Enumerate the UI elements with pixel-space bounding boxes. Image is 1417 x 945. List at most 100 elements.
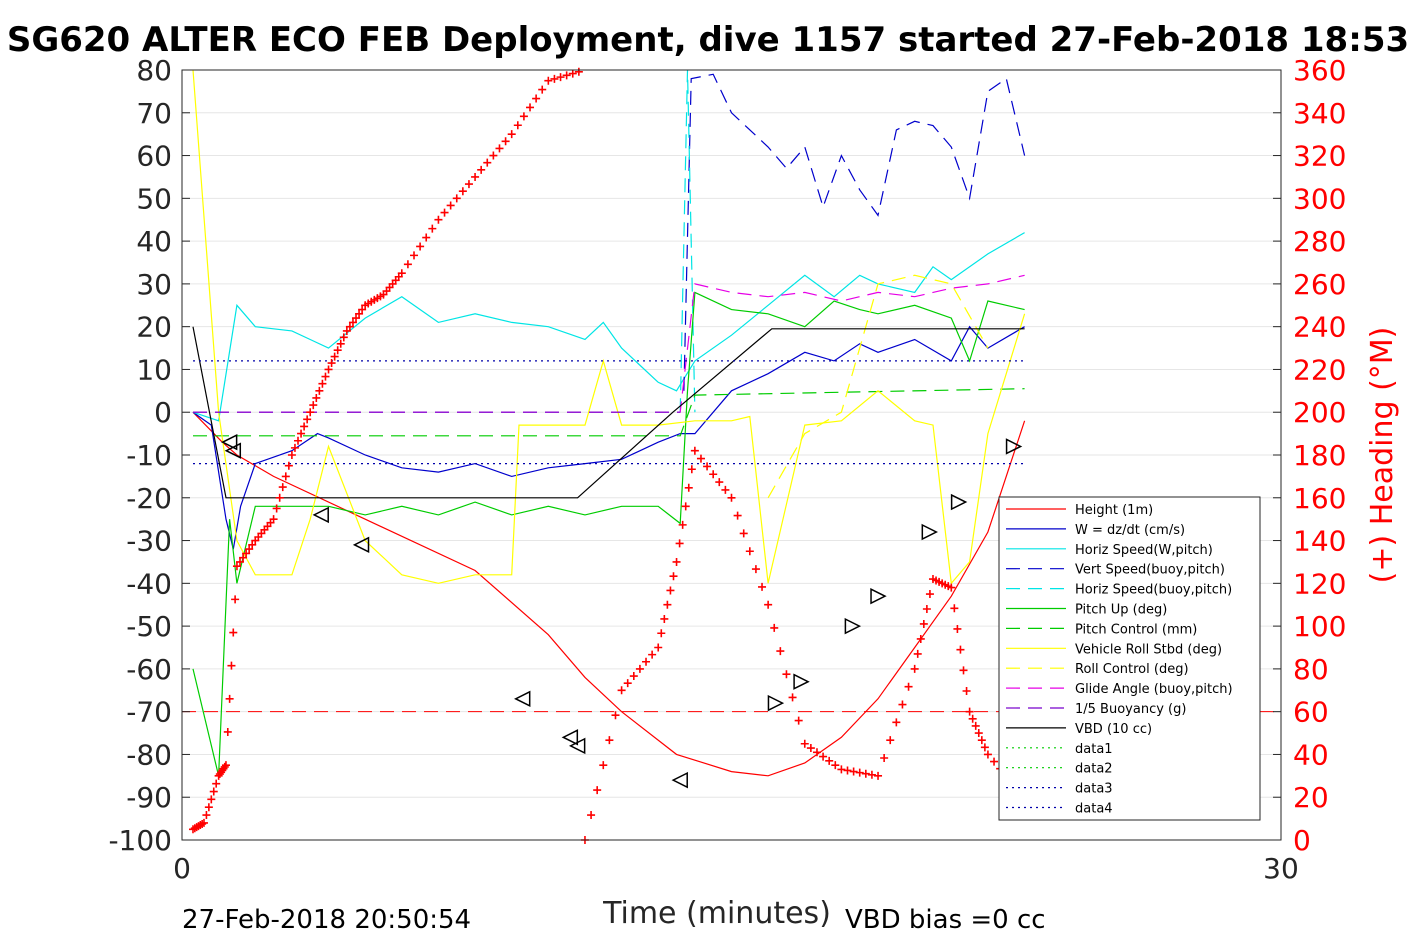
heading-point [225, 694, 234, 703]
heading-point [904, 682, 913, 691]
heading-point [422, 233, 431, 242]
heading-point [959, 666, 968, 675]
heading-point [758, 582, 767, 591]
heading-point [519, 112, 528, 121]
heading-point [239, 553, 248, 562]
heading-point [458, 187, 467, 196]
heading-point [983, 750, 992, 759]
chart-title: SG620 ALTER ECO FEB Deployment, dive 115… [7, 20, 1409, 60]
plot-area [181, 67, 1282, 844]
heading-point [874, 771, 883, 780]
heading-point [947, 583, 956, 592]
legend-label-6: Pitch Control (mm) [1075, 622, 1197, 637]
heading-point [568, 69, 577, 78]
legend-label-14: data3 [1075, 782, 1113, 797]
heading-point [403, 260, 412, 269]
heading-point [489, 151, 498, 160]
heading-point [278, 483, 287, 492]
heading-point [648, 650, 657, 659]
heading-point [526, 103, 535, 112]
legend-label-1: W = dz/dt (cm/s) [1075, 523, 1185, 538]
heading-point [330, 352, 339, 361]
heading-point [236, 557, 245, 566]
heading-point [898, 700, 907, 709]
footer-vbd-bias: VBD bias =0 cc [845, 905, 1046, 935]
height-marker [870, 587, 887, 605]
right-tick-label: 300 [1293, 182, 1346, 215]
heading-point [886, 736, 895, 745]
legend-box [998, 496, 1261, 821]
heading-point [681, 502, 690, 511]
x-axis: 0 30 [173, 832, 1299, 885]
left-tick-label: 30 [136, 268, 172, 301]
series-line-2 [192, 232, 1025, 422]
right-tick-label: 200 [1293, 396, 1346, 429]
heading-point [207, 795, 216, 804]
heading-point [666, 586, 675, 595]
right-tick-label: 80 [1293, 653, 1329, 686]
legend-label-8: Roll Control (deg) [1075, 662, 1189, 677]
right-tick-label: 360 [1293, 54, 1346, 87]
heading-point [617, 686, 626, 695]
height-marker [1005, 438, 1023, 455]
right-tick-label: 0 [1293, 824, 1311, 857]
heading-point [819, 752, 828, 761]
height-marker [352, 536, 370, 554]
height-marker [793, 673, 810, 690]
height-marker [561, 729, 579, 746]
heading-point [339, 333, 348, 342]
heading-point [229, 628, 238, 637]
right-axis-label: (+) Heading (°M) [1365, 327, 1400, 584]
heading-point [849, 767, 858, 776]
legend-label-0: Height (1m) [1075, 503, 1153, 518]
heading-point [227, 661, 236, 670]
left-tick-label: -80 [126, 738, 172, 771]
legend-label-11: VBD (10 cc) [1075, 722, 1152, 737]
heading-point [965, 707, 974, 716]
heading-point [629, 672, 638, 681]
heading-point [348, 318, 357, 327]
heading-point [336, 339, 345, 348]
heading-markers [188, 67, 1023, 844]
legend-items: Height (1m) W = dz/dt (cm/s) Horiz Speed(W… [1006, 503, 1233, 817]
heading-point [232, 562, 241, 571]
heading-point [709, 470, 718, 479]
heading-point [974, 729, 983, 738]
left-tick-label: -20 [126, 482, 172, 515]
heading-point [977, 736, 986, 745]
heading-point [297, 429, 306, 438]
heading-point [800, 739, 809, 748]
right-tick-label: 60 [1293, 696, 1329, 729]
series-line-6 [193, 388, 1025, 437]
heading-point [623, 679, 632, 688]
height-marker [312, 506, 329, 524]
heading-point [739, 529, 748, 538]
left-tick-label: -10 [126, 439, 172, 472]
heading-point [209, 787, 218, 796]
heading-point [242, 549, 251, 558]
left-tick-label: 50 [136, 182, 172, 215]
heading-point [867, 770, 876, 779]
right-tick-label: 340 [1293, 97, 1346, 130]
heading-point [861, 769, 870, 778]
series-line-9 [193, 274, 1025, 413]
heading-point [212, 779, 221, 788]
heading-point [245, 545, 254, 554]
heading-point [434, 215, 443, 224]
heading-point [513, 121, 522, 130]
heading-point [306, 408, 315, 417]
heading-point [318, 379, 327, 388]
heading-point [544, 76, 553, 85]
height-marker [568, 737, 586, 755]
left-tick-label: 0 [154, 396, 172, 429]
heading-point [733, 511, 742, 520]
heading-point [483, 158, 492, 167]
heading-point [635, 664, 644, 673]
heading-point [913, 649, 922, 658]
legend: Height (1m) W = dz/dt (cm/s) Horiz Speed(W… [998, 496, 1261, 821]
heading-point [990, 757, 999, 766]
heading-point [837, 765, 846, 774]
heading-point [550, 74, 559, 83]
heading-point [892, 718, 901, 727]
left-tick-label: -50 [126, 610, 172, 643]
